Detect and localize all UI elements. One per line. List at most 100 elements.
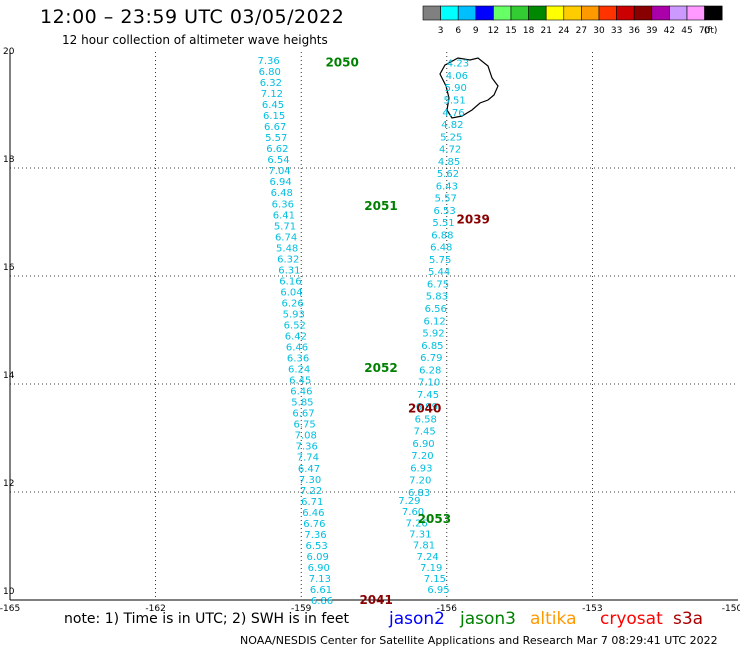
pass-number-label: 2039: [457, 212, 490, 226]
track-west-value: 6.53: [305, 541, 327, 552]
track-west-value: 6.32: [277, 254, 299, 265]
legend-unit: (ft): [704, 26, 718, 36]
longitude-tick-label: -150: [722, 604, 740, 614]
track-west-value: 5.57: [265, 133, 287, 144]
track-west-value: 6.94: [270, 177, 292, 188]
legend-tick-label: 30: [593, 26, 605, 36]
track-east-value: 6.12: [424, 316, 446, 327]
satellite-label-jason2: jason2: [389, 609, 445, 629]
track-east-lower-value: 7.31: [409, 530, 431, 541]
map-frame: [9, 52, 738, 601]
legend-swatch: [422, 5, 441, 21]
legend-swatch: [545, 5, 565, 21]
track-west-value: 6.54: [267, 155, 289, 166]
longitude-tick-label: -159: [291, 604, 312, 614]
track-west-value: 6.16: [279, 276, 301, 287]
track-east-value: 6.48: [430, 243, 452, 254]
track-west-value: 7.22: [300, 486, 322, 497]
legend-tick-label: 18: [523, 26, 535, 36]
track-west-value: 6.74: [275, 232, 297, 243]
pass-number-label: 2040: [408, 401, 441, 415]
track-west-value: 7.36: [258, 56, 280, 67]
track-east-value: 7.20: [411, 451, 433, 462]
track-east-value: 4.06: [446, 71, 468, 82]
latitude-tick-label: 14: [3, 371, 15, 381]
track-east-value: 5.51: [432, 218, 454, 229]
pass-number-label: 2051: [364, 199, 397, 213]
legend-tick-label: 42: [664, 26, 675, 36]
legend-tick-label: 3: [438, 26, 444, 36]
track-east-value: 4.82: [441, 120, 463, 131]
track-east-lower-value: 7.24: [416, 552, 438, 563]
page-subtitle: 12 hour collection of altimeter wave hei…: [62, 33, 328, 47]
track-east-value: 5.83: [426, 292, 448, 303]
track-west-value: 6.48: [271, 188, 293, 199]
track-west-value: 6.76: [303, 519, 325, 530]
legend-tick-label: 6: [455, 26, 461, 36]
latitude-tick-label: 18: [3, 155, 15, 165]
track-east-lower-value: 7.15: [424, 574, 446, 585]
track-west-value: 6.46: [286, 343, 308, 354]
track-west-value: 6.41: [273, 210, 295, 221]
track-east-value: 6.79: [420, 353, 442, 364]
legend-swatch: [686, 5, 705, 21]
track-west-value: 5.93: [283, 309, 305, 320]
satellite-label-jason3: jason3: [460, 609, 516, 629]
track-west-value: 6.46: [290, 387, 312, 398]
legend-swatch: [563, 5, 582, 21]
legend-swatch: [440, 5, 459, 21]
track-east-value: 7.10: [418, 378, 440, 389]
track-west-value: 5.71: [274, 221, 296, 232]
track-west-value: 6.90: [308, 563, 330, 574]
track-west-value: 6.24: [288, 365, 310, 376]
coastline: [439, 57, 499, 119]
pass-number-label: 2052: [364, 361, 397, 375]
legend-tick-label: 70: [699, 26, 711, 36]
track-east-value: 6.56: [425, 304, 447, 315]
track-west-value: 7.36: [296, 442, 318, 453]
pass-number-label: 2050: [325, 56, 358, 70]
legend-swatch: [598, 5, 617, 21]
track-west-value: 6.52: [284, 320, 306, 331]
latitude-tick-label: 12: [3, 479, 14, 489]
track-west-value: 6.42: [285, 332, 307, 343]
track-east-value: 7.45: [417, 390, 439, 401]
pass-number-label: 2041: [359, 593, 392, 607]
legend-tick-label: 39: [646, 26, 658, 36]
track-east-value: 7.20: [409, 476, 431, 487]
track-east-lower-value: 7.81: [413, 541, 435, 552]
legend-swatch: [581, 5, 600, 21]
pass-number-label: 2053: [418, 512, 451, 526]
track-east-lower-value: 7.19: [420, 563, 442, 574]
track-west-value: 6.46: [302, 508, 324, 519]
track-east-lower-value: 7.26: [406, 518, 428, 529]
legend-tick-label: 12: [488, 26, 499, 36]
track-west-value: 6.61: [310, 585, 332, 596]
page-title: 12:00 – 23:59 UTC 03/05/2022: [40, 6, 345, 28]
legend-tick-label: 45: [681, 26, 692, 36]
track-west-value: 6.67: [292, 409, 314, 420]
track-west-value: 6.31: [278, 265, 300, 276]
legend-tick-label: 36: [628, 26, 640, 36]
track-east-value: 6.93: [410, 463, 432, 474]
satellite-label-s3a: s3a: [673, 609, 704, 629]
track-west-value: 6.62: [266, 144, 288, 155]
track-west-value: 6.04: [280, 287, 302, 298]
track-west-value: 6.80: [259, 67, 281, 78]
legend-swatch: [616, 5, 635, 21]
track-west-value: 6.15: [263, 111, 285, 122]
track-east-value: 6.85: [421, 341, 443, 352]
track-east-value: 7.45: [414, 427, 436, 438]
legend-swatch: [510, 5, 529, 21]
track-east-value: 5.25: [440, 132, 462, 143]
footer-note: note: 1) Time is in UTC; 2) SWH is in fe…: [64, 611, 350, 627]
grid-lines: [10, 52, 738, 600]
legend-swatch: [457, 5, 477, 21]
track-west-value: 7.74: [297, 453, 319, 464]
satellite-label-cryosat: cryosat: [600, 609, 663, 629]
track-east-value: 6.75: [427, 279, 449, 290]
hawaii-island-outline: [439, 57, 499, 119]
legend-tick-label: 21: [540, 26, 551, 36]
track-east-value: 6.28: [419, 365, 441, 376]
